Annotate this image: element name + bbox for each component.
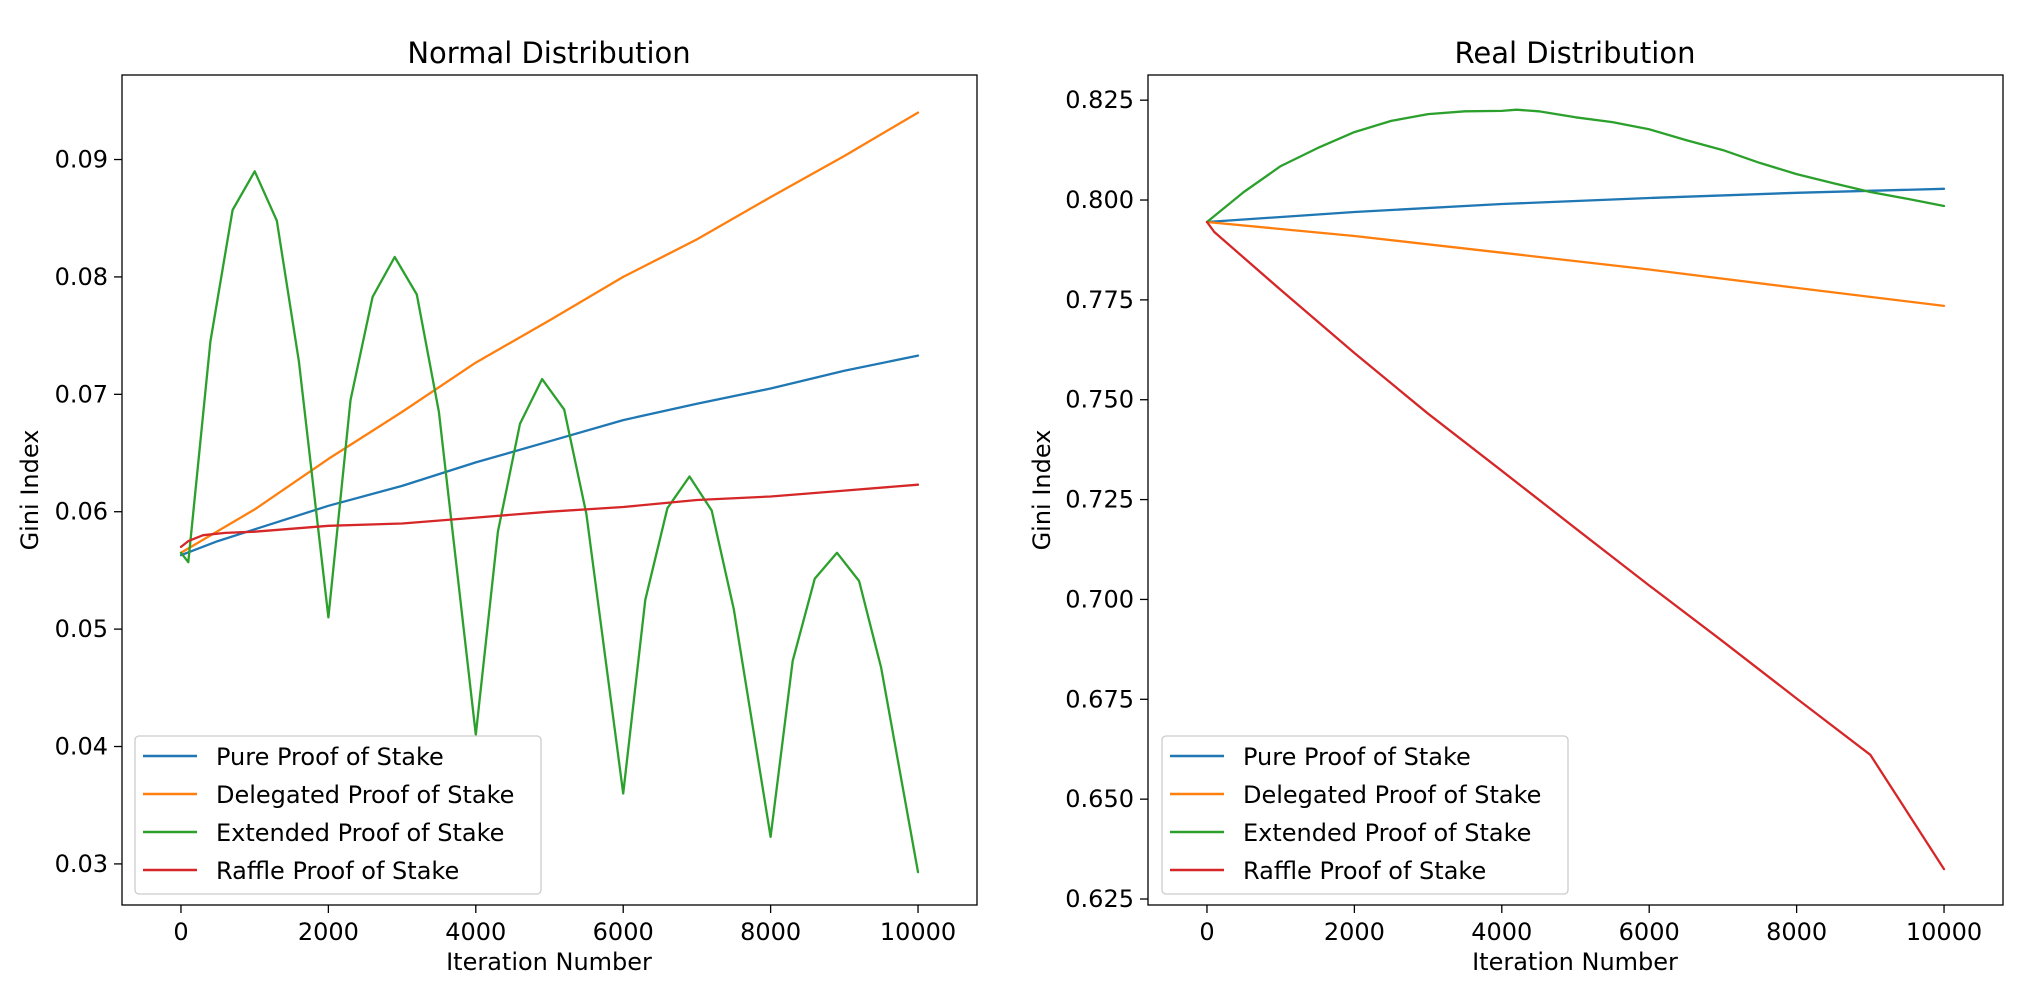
chart-title: Normal Distribution — [407, 36, 690, 70]
series-line-delegated — [179, 111, 920, 554]
x-tick-label: 10000 — [880, 918, 956, 946]
legend-box — [134, 735, 542, 895]
legend-label-delegated: Delegated Proof of Stake — [1243, 781, 1541, 809]
series-line-raffle — [179, 483, 920, 549]
legend-label-extended: Extended Proof of Stake — [1243, 819, 1531, 847]
series-line-extended — [179, 170, 920, 874]
y-tick-label: 0.09 — [55, 146, 108, 174]
x-tick-label: 8000 — [1766, 918, 1827, 946]
chart-title: Real Distribution — [1455, 36, 1696, 70]
x-axis-label: Iteration Number — [1472, 948, 1678, 976]
y-tick-label: 0.05 — [55, 615, 108, 643]
y-axis-label: Gini Index — [16, 430, 44, 551]
x-axis: 0 2000 4000 6000 8000 10000 — [1199, 905, 1982, 946]
x-tick-label: 0 — [173, 918, 188, 946]
legend-label-pure: Pure Proof of Stake — [216, 743, 444, 771]
x-tick-label: 0 — [1199, 918, 1214, 946]
x-tick-label: 10000 — [1906, 918, 1982, 946]
plot-frame — [121, 74, 978, 906]
legend-label-extended: Extended Proof of Stake — [216, 819, 504, 847]
chart-real-distribution: Real Distribution 0 2000 4000 6000 8000 10000… — [1028, 36, 2004, 976]
legend-box — [1161, 735, 1569, 895]
y-tick-label: 0.775 — [1065, 286, 1134, 314]
legend-label-delegated: Delegated Proof of Stake — [216, 781, 514, 809]
x-tick-label: 4000 — [445, 918, 506, 946]
plot-frame — [1147, 74, 2004, 906]
series-line-pure — [179, 354, 920, 557]
y-tick-label: 0.650 — [1065, 785, 1134, 813]
y-tick-label: 0.08 — [55, 263, 108, 291]
y-axis: 0.625 0.650 0.675 0.700 0.725 0.750 0.775 0.800… — [1065, 86, 1148, 913]
y-tick-label: 0.06 — [55, 498, 108, 526]
x-tick-label: 6000 — [593, 918, 654, 946]
x-axis-label: Iteration Number — [446, 948, 652, 976]
x-axis: 0 2000 4000 6000 8000 10000 — [173, 905, 956, 946]
y-tick-label: 0.675 — [1065, 685, 1134, 713]
y-tick-label: 0.04 — [55, 733, 108, 761]
x-tick-label: 2000 — [298, 918, 359, 946]
y-tick-label: 0.750 — [1065, 386, 1134, 414]
y-tick-label: 0.700 — [1065, 585, 1134, 613]
y-tick-label: 0.825 — [1065, 86, 1134, 114]
y-tick-label: 0.625 — [1065, 885, 1134, 913]
x-tick-label: 8000 — [740, 918, 801, 946]
y-tick-label: 0.07 — [55, 380, 108, 408]
legend: Pure Proof of Stake Delegated Proof of S… — [134, 735, 542, 895]
x-tick-label: 2000 — [1324, 918, 1385, 946]
y-tick-label: 0.03 — [55, 850, 108, 878]
x-tick-label: 4000 — [1471, 918, 1532, 946]
legend-label-raffle: Raffle Proof of Stake — [1243, 857, 1486, 885]
legend-label-raffle: Raffle Proof of Stake — [216, 857, 459, 885]
series-line-raffle — [1205, 220, 1946, 871]
y-axis-label: Gini Index — [1028, 430, 1056, 551]
y-axis: 0.03 0.04 0.05 0.06 0.07 0.08 0.09 — [55, 146, 122, 878]
y-tick-label: 0.800 — [1065, 186, 1134, 214]
series-line-extended — [1205, 108, 1946, 224]
legend: Pure Proof of Stake Delegated Proof of S… — [1161, 735, 1569, 895]
series-line-pure — [1205, 187, 1946, 224]
y-tick-label: 0.725 — [1065, 486, 1134, 514]
series-line-delegated — [1205, 220, 1946, 308]
x-tick-label: 6000 — [1619, 918, 1680, 946]
series-layer — [1205, 108, 1946, 871]
legend-label-pure: Pure Proof of Stake — [1243, 743, 1471, 771]
chart-normal-distribution: Normal Distribution 0 2000 4000 6000 8000 100… — [16, 36, 978, 976]
series-layer — [179, 111, 920, 874]
